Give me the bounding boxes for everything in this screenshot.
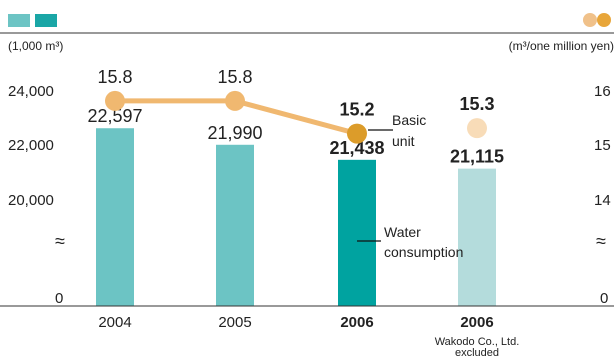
- right-tick: 15: [594, 137, 611, 154]
- line-value-label: 15.3: [459, 94, 494, 114]
- bar-value-label: 22,597: [87, 106, 142, 126]
- basic-unit-text: unit: [392, 133, 415, 149]
- right-tick: 0: [600, 290, 608, 307]
- bar-value-label: 21,115: [450, 147, 504, 167]
- category-label: 2005: [218, 314, 251, 331]
- left-axis-unit: (1,000 m³): [8, 39, 63, 53]
- right-tick: 16: [594, 83, 611, 100]
- category-label: 2006: [460, 314, 493, 331]
- right-axis: 16 15 14 ≈ 0: [594, 83, 611, 307]
- legend-swatch-dot-light: [583, 13, 597, 27]
- water-consumption-text: Water: [384, 224, 421, 240]
- line-value-label: 15.8: [217, 67, 252, 87]
- right-axis-break: ≈: [596, 231, 606, 251]
- category-label: 2004: [98, 314, 131, 331]
- water-consumption-callout: Water consumption: [357, 224, 463, 260]
- legend-swatch-dot-dark: [597, 13, 611, 27]
- excluded-note: Wakodo Co., Ltd. excluded: [435, 336, 520, 357]
- bar: [458, 168, 496, 306]
- line-marker: [105, 90, 125, 111]
- left-tick: 22,000: [8, 137, 54, 154]
- left-axis: 24,000 22,000 20,000 ≈ 0: [8, 83, 65, 307]
- legend-bars: [8, 14, 57, 27]
- bar-value-labels: 22,597 21,990 21,438 21,115: [87, 106, 504, 166]
- water-consumption-text: consumption: [384, 244, 463, 260]
- bar: [96, 128, 134, 306]
- category-label: 2006: [340, 314, 373, 331]
- bars: [96, 128, 496, 306]
- bar-value-label: 21,990: [207, 123, 262, 143]
- right-tick: 14: [594, 192, 611, 209]
- basic-unit-line: [105, 90, 487, 144]
- bar: [338, 159, 376, 306]
- category-labels: 2004 2005 2006 2006: [98, 314, 493, 331]
- basic-unit-value-labels: 15.8 15.8 15.2 15.3: [97, 67, 494, 120]
- basic-unit-callout: Basic unit: [368, 112, 426, 149]
- left-tick: 20,000: [8, 192, 54, 209]
- bar: [216, 144, 254, 306]
- note-line: Wakodo Co., Ltd.: [435, 336, 520, 348]
- line-value-label: 15.2: [339, 100, 374, 120]
- basic-unit-text: Basic: [392, 112, 426, 128]
- right-axis-unit: (m³/one million yen): [509, 39, 614, 53]
- line-value-label: 15.8: [97, 67, 132, 87]
- left-tick: 24,000: [8, 83, 54, 100]
- legend-markers: [583, 13, 611, 27]
- line-marker: [225, 90, 245, 111]
- legend-swatch-bar-light: [8, 14, 30, 27]
- note-line: excluded: [455, 347, 499, 357]
- bar-value-label: 21,438: [329, 138, 384, 158]
- line-marker: [467, 118, 487, 139]
- line-marker: [347, 123, 367, 144]
- left-tick: 0: [55, 290, 63, 307]
- left-axis-break: ≈: [55, 231, 65, 251]
- legend-swatch-bar-dark: [35, 14, 57, 27]
